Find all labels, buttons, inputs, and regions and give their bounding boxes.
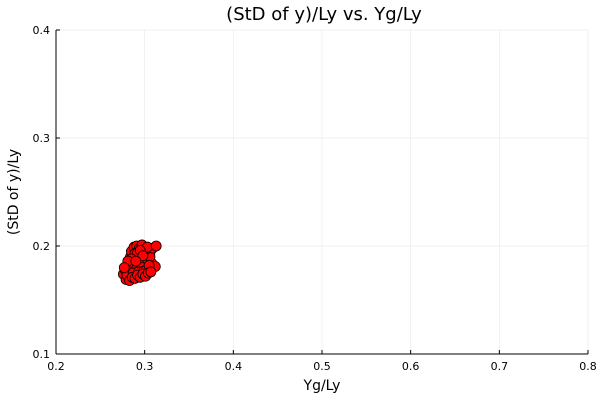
- data-point: [130, 255, 142, 267]
- x-tick-label: 0.3: [136, 360, 154, 373]
- x-tick-label: 0.2: [47, 360, 65, 373]
- x-tick-label: 0.8: [579, 360, 597, 373]
- x-axis-label: Yg/Ly: [303, 378, 341, 394]
- x-tick-label: 0.6: [402, 360, 420, 373]
- x-tick-labels: 0.2 0.3 0.4 0.5 0.6 0.7 0.8: [47, 350, 597, 373]
- x-tick-label: 0.7: [491, 360, 509, 373]
- y-tick-label: 0.3: [33, 132, 51, 145]
- y-axis-label: (StD of y)/Ly: [6, 149, 22, 235]
- y-tick-label: 0.2: [33, 240, 51, 253]
- x-tick-label: 0.4: [225, 360, 243, 373]
- y-tick-label: 0.4: [33, 24, 51, 37]
- data-points: [117, 239, 162, 286]
- x-tick-label: 0.5: [313, 360, 331, 373]
- data-point: [145, 266, 157, 278]
- data-point: [137, 250, 149, 262]
- y-tick-label: 0.1: [33, 348, 51, 361]
- data-point: [150, 240, 162, 252]
- data-point: [118, 262, 130, 274]
- chart-title: (StD of y)/Ly vs. Yg/Ly: [226, 4, 422, 25]
- y-tick-labels: 0.1 0.2 0.3 0.4: [33, 24, 60, 361]
- grid: [55, 29, 589, 355]
